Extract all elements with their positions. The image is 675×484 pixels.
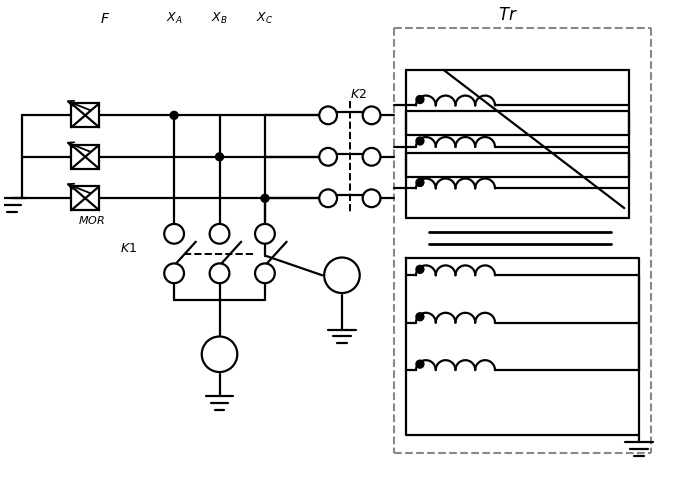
Text: $K1$: $K1$ [119,242,136,255]
Circle shape [416,313,424,321]
Circle shape [210,263,230,283]
Text: $K2$: $K2$ [350,88,367,101]
Circle shape [416,265,424,273]
Bar [72,186,99,210]
Circle shape [319,106,337,124]
Text: $MOR$: $MOR$ [78,214,105,226]
Bar [72,145,99,168]
Text: $X_A$: $X_A$ [166,12,182,27]
Text: $V$: $V$ [335,268,348,282]
Circle shape [170,111,178,119]
Circle shape [416,179,424,186]
Bar [72,104,99,127]
Circle shape [210,224,230,243]
Circle shape [255,263,275,283]
Circle shape [215,153,223,161]
Circle shape [416,360,424,368]
Circle shape [319,189,337,207]
Circle shape [319,148,337,166]
Circle shape [164,263,184,283]
Text: $I$: $I$ [217,347,222,361]
Circle shape [261,194,269,202]
Circle shape [362,106,381,124]
Text: $X_B$: $X_B$ [211,12,227,27]
Circle shape [362,189,381,207]
Circle shape [255,224,275,243]
Text: $Tr$: $Tr$ [498,5,518,24]
Circle shape [324,257,360,293]
Text: $X_C$: $X_C$ [256,12,273,27]
Circle shape [362,148,381,166]
Circle shape [164,224,184,243]
Circle shape [416,96,424,104]
Circle shape [202,336,238,372]
Circle shape [416,137,424,145]
Text: $F$: $F$ [100,13,110,27]
